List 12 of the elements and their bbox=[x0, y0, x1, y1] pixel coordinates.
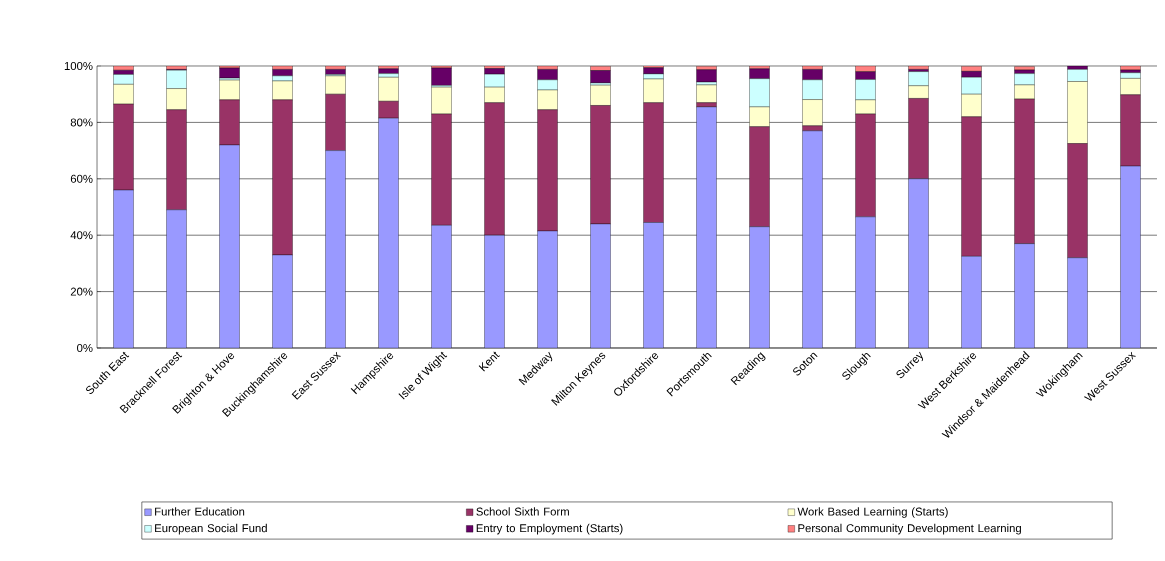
legend-label: Work Based Learning (Starts) bbox=[797, 507, 948, 518]
y-tick-label: 40% bbox=[70, 231, 93, 240]
legend-label: Entry to Employment (Starts) bbox=[476, 523, 623, 535]
y-tick-label: 20% bbox=[70, 287, 93, 296]
y-tick-label: 0% bbox=[77, 343, 93, 352]
y-tick-label: 60% bbox=[70, 174, 93, 183]
y-tick-label: 80% bbox=[70, 118, 93, 127]
legend-label: European Social Fund bbox=[155, 523, 267, 535]
y-tick-label: 100% bbox=[64, 62, 93, 70]
legend-label: Further Education bbox=[155, 507, 245, 516]
legend-label: Personal Community Development Learning bbox=[798, 523, 1021, 535]
legend-label: School Sixth Form bbox=[476, 507, 569, 516]
